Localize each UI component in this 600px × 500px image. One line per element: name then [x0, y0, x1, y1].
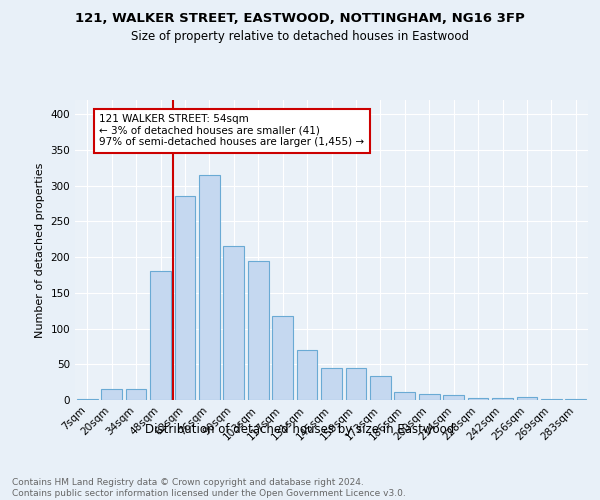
- Bar: [565, 398, 586, 400]
- Bar: [492, 398, 513, 400]
- Bar: [346, 368, 367, 400]
- Text: Contains HM Land Registry data © Crown copyright and database right 2024.
Contai: Contains HM Land Registry data © Crown c…: [12, 478, 406, 498]
- Text: Size of property relative to detached houses in Eastwood: Size of property relative to detached ho…: [131, 30, 469, 43]
- Bar: [541, 398, 562, 400]
- Bar: [199, 175, 220, 400]
- Bar: [150, 270, 171, 400]
- Bar: [248, 260, 269, 400]
- Bar: [101, 390, 122, 400]
- Bar: [272, 316, 293, 400]
- Bar: [223, 246, 244, 400]
- Text: 121, WALKER STREET, EASTWOOD, NOTTINGHAM, NG16 3FP: 121, WALKER STREET, EASTWOOD, NOTTINGHAM…: [75, 12, 525, 26]
- Bar: [77, 398, 98, 400]
- Text: 121 WALKER STREET: 54sqm
← 3% of detached houses are smaller (41)
97% of semi-de: 121 WALKER STREET: 54sqm ← 3% of detache…: [100, 114, 365, 148]
- Bar: [394, 392, 415, 400]
- Bar: [517, 397, 538, 400]
- Text: Distribution of detached houses by size in Eastwood: Distribution of detached houses by size …: [145, 422, 455, 436]
- Y-axis label: Number of detached properties: Number of detached properties: [35, 162, 45, 338]
- Bar: [467, 398, 488, 400]
- Bar: [125, 390, 146, 400]
- Bar: [370, 376, 391, 400]
- Bar: [296, 350, 317, 400]
- Bar: [175, 196, 196, 400]
- Bar: [321, 368, 342, 400]
- Bar: [419, 394, 440, 400]
- Bar: [443, 395, 464, 400]
